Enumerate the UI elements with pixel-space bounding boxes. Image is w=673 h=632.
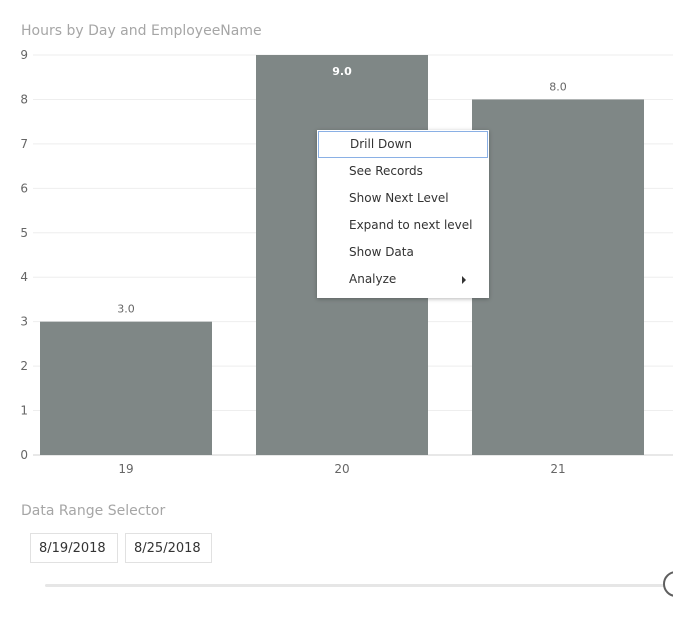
y-tick-label: 4: [20, 270, 28, 284]
y-tick-label: 6: [20, 181, 28, 195]
bar-19[interactable]: [40, 321, 212, 455]
date-range-slider-track[interactable]: [45, 584, 670, 587]
context-menu: Drill Down See Records Show Next Level E…: [317, 130, 489, 298]
menu-item-label: Show Data: [349, 245, 414, 259]
x-tick-label: 21: [550, 462, 565, 476]
y-tick-label: 0: [20, 448, 28, 462]
menu-item-analyze[interactable]: Analyze: [317, 266, 489, 293]
end-date-input[interactable]: [125, 533, 212, 563]
date-range-title: Data Range Selector: [21, 503, 166, 519]
data-label: 8.0: [549, 80, 567, 93]
y-tick-label: 2: [20, 359, 28, 373]
x-tick-label: 19: [118, 462, 133, 476]
menu-item-drill-down[interactable]: Drill Down: [318, 131, 488, 158]
date-range-slider-handle[interactable]: [663, 571, 673, 597]
chart-title: Hours by Day and EmployeeName: [21, 23, 262, 39]
bar-chart: Hours by Day and EmployeeName 0 1 2 3 4 5 6 7 8 9…: [20, 23, 673, 476]
y-tick-label: 1: [20, 404, 28, 418]
x-tick-label: 20: [334, 462, 349, 476]
menu-item-label: See Records: [349, 164, 423, 178]
y-tick-label: 7: [20, 137, 28, 151]
menu-item-label: Expand to next level: [349, 218, 473, 232]
menu-item-show-data[interactable]: Show Data: [317, 239, 489, 266]
menu-item-expand-to-next-level[interactable]: Expand to next level: [317, 212, 489, 239]
menu-item-label: Analyze: [349, 272, 397, 286]
y-tick-label: 8: [20, 92, 28, 106]
y-tick-label: 3: [20, 315, 28, 329]
bar-21[interactable]: [472, 99, 644, 455]
start-date-input[interactable]: [30, 533, 118, 563]
y-tick-label: 9: [20, 48, 28, 62]
submenu-arrow-icon: [462, 276, 466, 284]
data-label: 9.0: [332, 65, 352, 78]
menu-item-show-next-level[interactable]: Show Next Level: [317, 185, 489, 212]
menu-item-see-records[interactable]: See Records: [317, 158, 489, 185]
menu-item-label: Show Next Level: [349, 191, 449, 205]
y-tick-label: 5: [20, 226, 28, 240]
menu-item-label: Drill Down: [350, 137, 412, 151]
data-label: 3.0: [117, 303, 135, 316]
